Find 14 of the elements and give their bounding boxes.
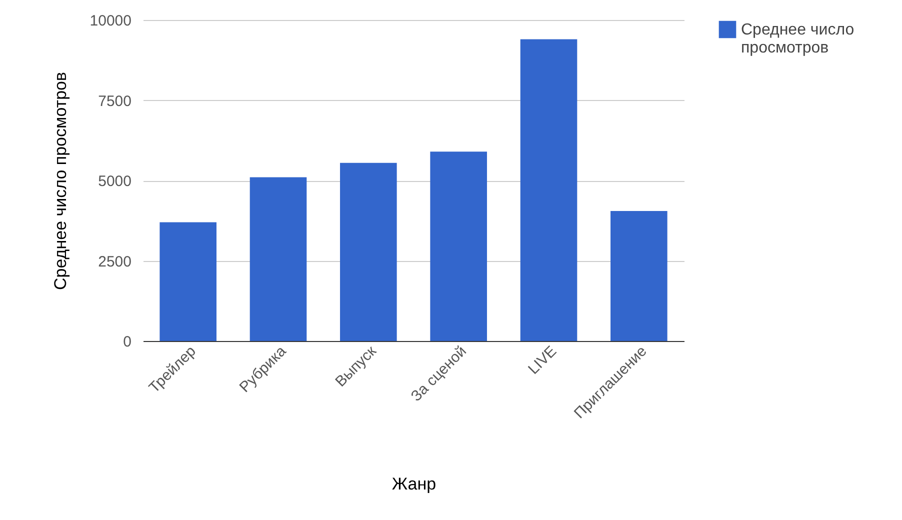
bar	[160, 222, 216, 341]
y-tick-label: 2500	[98, 253, 132, 270]
bar	[430, 152, 487, 341]
bar	[520, 39, 578, 341]
y-axis-title: Среднее число просмотров	[50, 72, 70, 290]
bar	[250, 177, 307, 341]
bar	[340, 162, 397, 341]
y-tick-label: 0	[123, 334, 132, 350]
y-tick-label: 10000	[90, 12, 132, 30]
legend-label: Среднее число просмотров	[741, 22, 854, 56]
y-tick-label: 7500	[98, 92, 132, 110]
y-tick-label: 5000	[98, 173, 132, 190]
x-axis-title: Жанр	[392, 474, 436, 494]
bar	[610, 210, 668, 341]
